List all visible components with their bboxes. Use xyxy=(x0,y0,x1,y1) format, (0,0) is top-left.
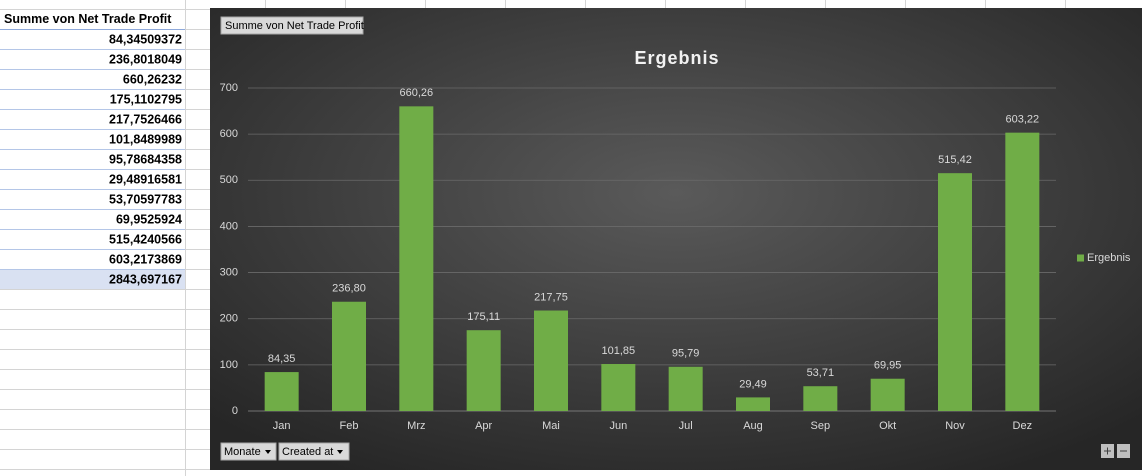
bar xyxy=(803,386,838,411)
table-cell: 29,48916581 xyxy=(109,172,182,186)
bar xyxy=(601,364,636,411)
data-label: 236,80 xyxy=(332,283,366,295)
bar xyxy=(1005,132,1040,412)
data-label: 217,75 xyxy=(534,291,568,303)
bar xyxy=(264,372,299,411)
chart-title: Ergebnis xyxy=(634,48,719,68)
table-cell: 175,1102795 xyxy=(110,92,182,106)
y-tick-label: 600 xyxy=(220,128,238,140)
table-total: 2843,697167 xyxy=(109,272,182,286)
data-label: 101,85 xyxy=(602,345,636,357)
x-tick-label: Feb xyxy=(340,420,359,432)
table-cell: 515,4240566 xyxy=(109,232,182,246)
table-cell: 101,8489989 xyxy=(109,132,182,146)
value-field-button[interactable] xyxy=(220,16,364,35)
field-button[interactable] xyxy=(278,442,350,461)
x-tick-label: Dez xyxy=(1013,420,1033,432)
legend-swatch xyxy=(1077,254,1084,262)
total-row xyxy=(0,270,185,289)
dropdown-arrow xyxy=(265,450,271,454)
y-tick-label: 300 xyxy=(220,266,238,278)
x-tick-label: Mai xyxy=(542,420,560,432)
table-cell: 660,26232 xyxy=(123,72,182,86)
x-tick-label: Jul xyxy=(679,420,693,432)
table-cell: 603,2173869 xyxy=(109,252,182,266)
bar xyxy=(938,173,972,411)
chart: Ergebnis Summe von Net Trade Profit Mona… xyxy=(220,16,1131,461)
y-tick-label: 0 xyxy=(232,405,238,417)
data-label: 660,26 xyxy=(400,87,434,99)
table-cell: 236,8018049 xyxy=(109,52,182,66)
y-tick-label: 700 xyxy=(220,82,238,94)
x-tick-label: Jan xyxy=(273,420,291,432)
y-tick-label: 400 xyxy=(220,220,238,232)
x-tick-label: Nov xyxy=(945,420,965,432)
data-label: 95,79 xyxy=(672,348,700,360)
x-tick-label: Jun xyxy=(609,420,627,432)
data-label: 69,95 xyxy=(874,360,902,372)
field-button-label: Monate xyxy=(224,446,261,458)
field-button[interactable] xyxy=(220,442,277,461)
data-label: 515,42 xyxy=(938,154,972,166)
table-cell: 69,9525924 xyxy=(116,212,182,226)
bar xyxy=(332,301,366,411)
table-cell: 217,7526466 xyxy=(109,112,182,126)
x-tick-label: Okt xyxy=(879,420,896,432)
data-label: 603,22 xyxy=(1006,114,1040,126)
data-label: 53,71 xyxy=(807,367,835,379)
table-cell: 84,34509372 xyxy=(109,32,182,46)
pivot-table: Summe von Net Trade Profit 84,34509372 236… xyxy=(0,12,185,289)
table-cell: 53,70597783 xyxy=(109,192,182,206)
field-button-label: Created at xyxy=(282,446,333,458)
y-tick-label: 100 xyxy=(220,359,238,371)
data-label: 29,49 xyxy=(739,378,767,390)
bar xyxy=(668,366,703,411)
x-tick-label: Sep xyxy=(811,420,831,432)
legend-label: Ergebnis xyxy=(1087,252,1131,264)
table-cell: 95,78684358 xyxy=(109,152,182,166)
bar xyxy=(399,106,434,412)
data-label: 84,35 xyxy=(268,353,296,365)
x-tick-label: Mrz xyxy=(407,420,425,432)
plus-icon xyxy=(1104,447,1111,455)
y-tick-label: 200 xyxy=(220,313,238,325)
bar xyxy=(534,310,568,411)
y-tick-label: 500 xyxy=(220,174,238,186)
data-label: 175,11 xyxy=(467,311,500,323)
x-tick-label: Apr xyxy=(475,420,492,432)
value-field-button-label: Summe von Net Trade Profit xyxy=(225,20,364,32)
bar xyxy=(870,378,905,411)
bar xyxy=(736,397,770,411)
dropdown-arrow xyxy=(337,450,343,454)
bar xyxy=(466,330,501,411)
table-header: Summe von Net Trade Profit xyxy=(4,12,172,26)
x-tick-label: Aug xyxy=(743,420,763,432)
